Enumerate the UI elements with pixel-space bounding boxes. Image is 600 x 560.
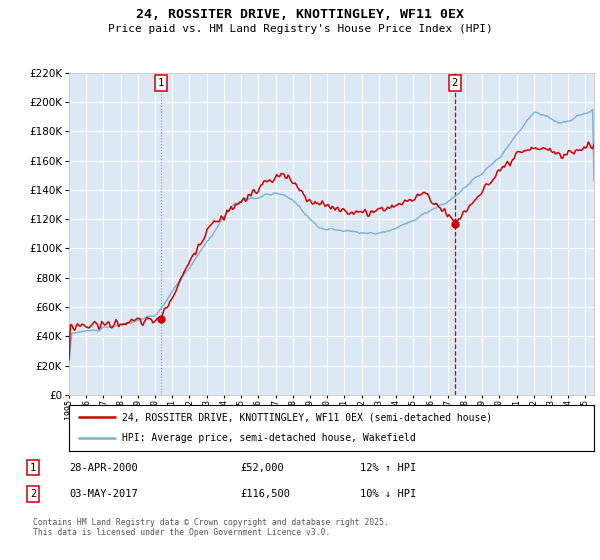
Text: 24, ROSSITER DRIVE, KNOTTINGLEY, WF11 0EX (semi-detached house): 24, ROSSITER DRIVE, KNOTTINGLEY, WF11 0E… <box>121 412 491 422</box>
Text: 2: 2 <box>30 489 36 499</box>
Text: 2: 2 <box>452 78 458 88</box>
Text: 1: 1 <box>158 78 164 88</box>
Text: 12% ↑ HPI: 12% ↑ HPI <box>360 463 416 473</box>
Text: 24, ROSSITER DRIVE, KNOTTINGLEY, WF11 0EX: 24, ROSSITER DRIVE, KNOTTINGLEY, WF11 0E… <box>136 8 464 21</box>
Text: 1: 1 <box>30 463 36 473</box>
Text: HPI: Average price, semi-detached house, Wakefield: HPI: Average price, semi-detached house,… <box>121 433 415 444</box>
Text: 03-MAY-2017: 03-MAY-2017 <box>69 489 138 499</box>
Text: Price paid vs. HM Land Registry's House Price Index (HPI): Price paid vs. HM Land Registry's House … <box>107 24 493 34</box>
Text: 28-APR-2000: 28-APR-2000 <box>69 463 138 473</box>
Text: £116,500: £116,500 <box>240 489 290 499</box>
Text: 10% ↓ HPI: 10% ↓ HPI <box>360 489 416 499</box>
Text: £52,000: £52,000 <box>240 463 284 473</box>
Text: Contains HM Land Registry data © Crown copyright and database right 2025.
This d: Contains HM Land Registry data © Crown c… <box>33 518 389 537</box>
